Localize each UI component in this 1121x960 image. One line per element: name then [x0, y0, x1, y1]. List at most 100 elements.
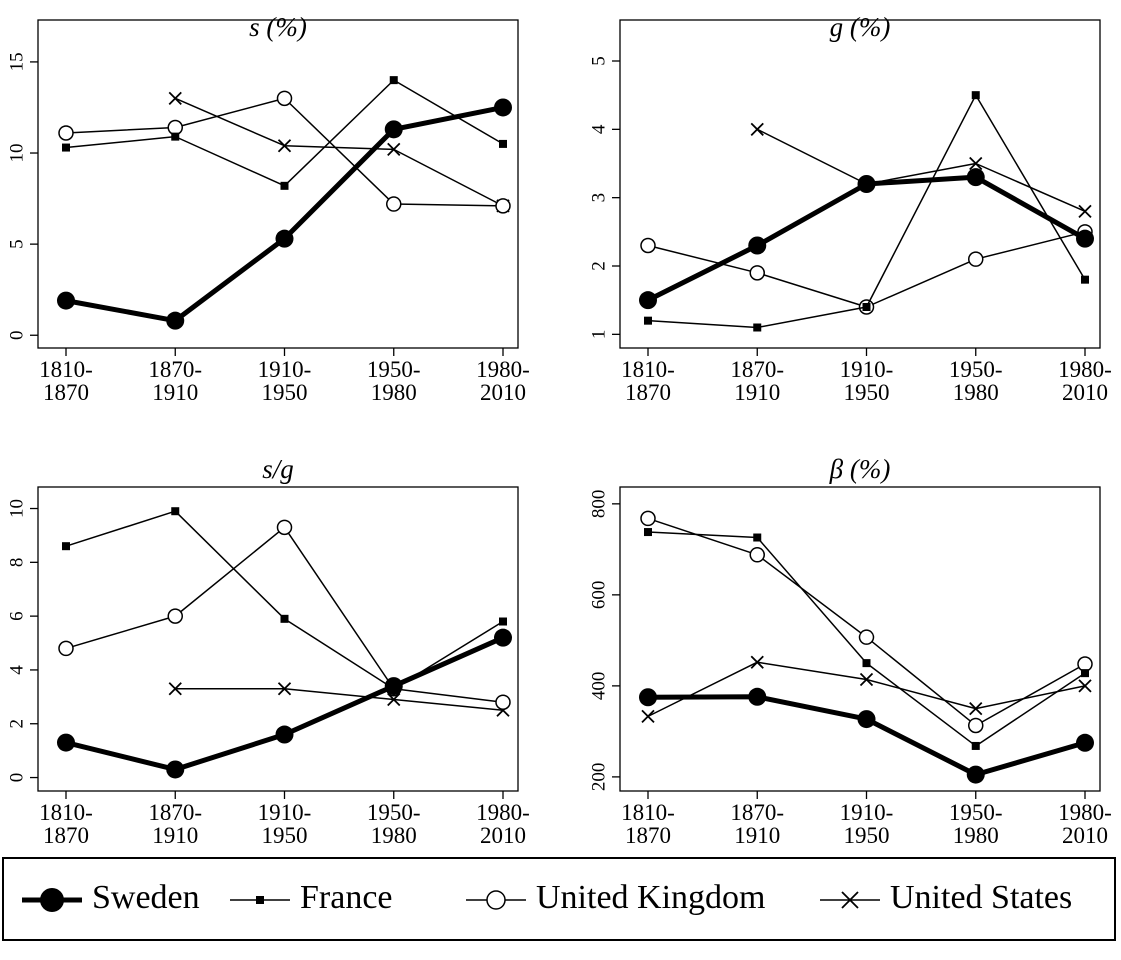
x-tick-label-line: 1870: [625, 380, 671, 405]
marker: [858, 629, 875, 645]
marker: [167, 608, 183, 624]
y-tick-label: 8: [6, 558, 27, 568]
marker: [166, 760, 185, 779]
x-tick-label-line: 1870: [625, 823, 671, 848]
y-tick-label: 400: [588, 672, 609, 701]
x-tick-label-line: 1950-: [949, 357, 1003, 382]
x-tick-label-line: 1870-: [730, 357, 784, 382]
y-tick-label: 5: [6, 239, 27, 249]
x-tick-label-line: 1910: [734, 823, 780, 848]
marker-stroke: [387, 692, 401, 707]
x-tick-label-line: 1980-: [476, 357, 530, 382]
y-tick-label: 3: [588, 193, 609, 203]
marker-stroke: [1078, 679, 1092, 693]
marker: [1078, 679, 1092, 693]
legend-box: [2, 857, 1116, 941]
x-tick-label: 1910-1950: [258, 357, 312, 405]
x-tick-label: 1870-1910: [730, 357, 784, 405]
y-tick-label: 2: [588, 261, 609, 271]
marker: [494, 628, 512, 647]
series-line: [65, 526, 504, 703]
marker: [495, 198, 511, 214]
marker: [277, 139, 292, 153]
x-tick-label-line: 1870-: [730, 800, 784, 825]
marker: [1076, 229, 1094, 248]
x-tick-label-line: 2010: [480, 380, 526, 405]
x-tick-label: 1980-2010: [1058, 357, 1112, 405]
x-tick-label-line: 1870: [43, 380, 89, 405]
marker: [171, 132, 180, 141]
x-tick-label: 1870-1910: [148, 357, 202, 405]
x-tick-label: 1870-1910: [730, 800, 784, 848]
x-tick-label-line: 1950: [844, 380, 890, 405]
marker-stroke: [969, 156, 983, 171]
marker: [384, 677, 403, 696]
x-tick-label-line: 1950: [262, 823, 308, 848]
marker: [387, 142, 401, 157]
legend-label: Sweden: [92, 879, 200, 916]
y-tick-label: 600: [588, 581, 609, 610]
y-tick-label: 0: [6, 330, 27, 340]
marker: [57, 733, 75, 752]
series-line: [174, 97, 504, 207]
marker: [277, 682, 292, 696]
x-tick-label: 1950-1980: [949, 800, 1003, 848]
marker: [639, 291, 657, 310]
legend-marker: [841, 891, 859, 909]
x-tick-label: 1980-2010: [1058, 800, 1112, 848]
marker: [859, 672, 874, 687]
marker-stroke: [750, 655, 764, 669]
marker: [1076, 733, 1094, 752]
x-tick-label-line: 1910: [734, 380, 780, 405]
series-line: [646, 174, 1087, 303]
x-tick-label: 1950-1980: [367, 800, 421, 848]
marker: [171, 507, 180, 516]
x-tick-label: 1810-1870: [39, 800, 93, 848]
marker: [966, 765, 985, 784]
x-tick-label-line: 1810-: [39, 800, 93, 825]
y-tick-label: 2: [6, 719, 27, 729]
legend-marker: [256, 896, 264, 904]
series-line: [647, 661, 1086, 718]
x-tick-label-line: 1980-: [1058, 800, 1112, 825]
x-tick-label-line: 2010: [1062, 823, 1108, 848]
chart-title: g (%): [830, 12, 891, 42]
legend-marker: [40, 888, 64, 912]
x-tick-label-line: 1810-: [621, 800, 675, 825]
marker: [280, 181, 289, 190]
y-tick-label: 800: [588, 490, 609, 519]
x-tick-label-line: 1910: [152, 823, 198, 848]
marker: [62, 143, 70, 152]
x-tick-label: 1810-1870: [621, 357, 675, 405]
x-tick-label-line: 1910-: [840, 800, 894, 825]
marker: [495, 694, 511, 710]
x-tick-label: 1810-1870: [39, 357, 93, 405]
y-tick-label: 6: [6, 611, 27, 621]
x-tick-label: 1910-1950: [840, 800, 894, 848]
marker: [857, 175, 876, 193]
y-tick-label: 200: [588, 763, 609, 792]
plot-frame: [619, 19, 1101, 349]
marker: [166, 311, 185, 330]
marker-stroke: [168, 91, 182, 105]
marker-stroke: [841, 891, 859, 909]
chart-title: s/g: [262, 454, 294, 484]
marker: [276, 90, 293, 107]
marker: [1078, 204, 1092, 218]
x-tick-label-line: 1950: [262, 380, 308, 405]
plot-frame: [37, 19, 519, 349]
x-tick-label-line: 1810-: [39, 357, 93, 382]
marker: [168, 91, 182, 105]
marker: [57, 291, 75, 310]
marker: [644, 528, 652, 537]
x-tick-label-line: 1870-: [148, 800, 202, 825]
marker: [58, 640, 74, 657]
y-tick-label: 15: [6, 52, 27, 71]
y-tick-label: 4: [6, 665, 27, 675]
marker: [276, 519, 293, 536]
marker: [499, 617, 507, 626]
x-tick-label: 1910-1950: [840, 357, 894, 405]
marker-stroke: [969, 701, 983, 716]
marker: [644, 316, 652, 325]
y-tick-label: 10: [6, 499, 27, 518]
